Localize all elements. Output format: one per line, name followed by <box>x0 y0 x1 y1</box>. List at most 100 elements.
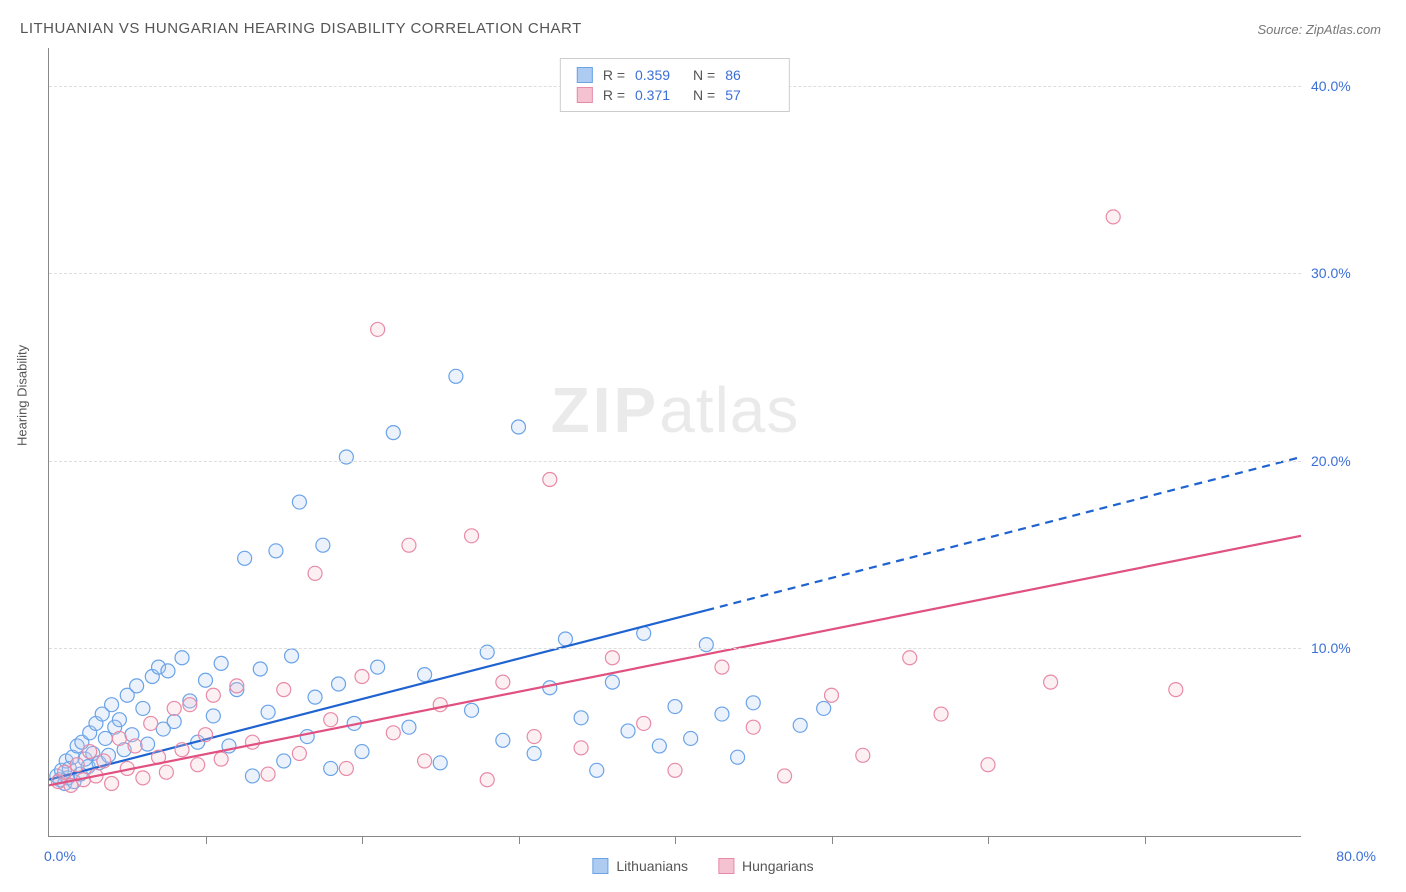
legend-n-value: 57 <box>725 87 773 103</box>
correlation-legend: R =0.359N =86R =0.371N =57 <box>560 58 790 112</box>
scatter-point <box>433 698 447 712</box>
scatter-point <box>199 728 213 742</box>
scatter-point <box>308 690 322 704</box>
scatter-point <box>856 748 870 762</box>
scatter-point <box>141 737 155 751</box>
legend-item: Lithuanians <box>592 858 688 874</box>
scatter-point <box>316 538 330 552</box>
scatter-point <box>285 649 299 663</box>
scatter-point <box>512 420 526 434</box>
scatter-point <box>903 651 917 665</box>
grid-line <box>49 648 1301 649</box>
legend-r-label: R = <box>603 87 625 103</box>
scatter-point <box>480 645 494 659</box>
scatter-point <box>496 675 510 689</box>
scatter-point <box>465 703 479 717</box>
y-tick-label: 30.0% <box>1311 265 1371 281</box>
scatter-point <box>496 733 510 747</box>
scatter-point <box>527 746 541 760</box>
scatter-point <box>402 720 416 734</box>
scatter-point <box>292 746 306 760</box>
scatter-point <box>465 529 479 543</box>
scatter-point <box>386 726 400 740</box>
scatter-point <box>715 707 729 721</box>
trend-line <box>49 536 1301 786</box>
scatter-point <box>418 668 432 682</box>
x-axis-min-label: 0.0% <box>44 848 76 864</box>
scatter-point <box>245 769 259 783</box>
scatter-point <box>934 707 948 721</box>
x-tick <box>362 836 363 844</box>
scatter-point <box>144 716 158 730</box>
scatter-point <box>355 745 369 759</box>
scatter-point <box>668 700 682 714</box>
scatter-point <box>355 670 369 684</box>
scatter-point <box>817 701 831 715</box>
scatter-point <box>386 426 400 440</box>
scatter-point <box>58 765 72 779</box>
legend-n-value: 86 <box>725 67 773 83</box>
scatter-point <box>605 651 619 665</box>
x-tick <box>675 836 676 844</box>
scatter-point <box>332 677 346 691</box>
scatter-point <box>175 651 189 665</box>
series-legend: Lithuanians Hungarians <box>592 858 813 874</box>
scatter-point <box>161 664 175 678</box>
legend-swatch <box>592 858 608 874</box>
scatter-point <box>543 473 557 487</box>
y-axis-label: Hearing Disability <box>15 345 30 446</box>
scatter-point <box>245 735 259 749</box>
scatter-point <box>214 656 228 670</box>
legend-swatch <box>577 87 593 103</box>
plot-svg <box>49 48 1301 836</box>
scatter-point <box>793 718 807 732</box>
scatter-point <box>253 662 267 676</box>
scatter-point <box>558 632 572 646</box>
scatter-point <box>112 713 126 727</box>
legend-item: Hungarians <box>718 858 814 874</box>
scatter-point <box>433 756 447 770</box>
scatter-point <box>731 750 745 764</box>
legend-label: Hungarians <box>742 858 814 874</box>
scatter-point <box>684 731 698 745</box>
legend-swatch <box>577 67 593 83</box>
x-tick <box>206 836 207 844</box>
scatter-point <box>105 776 119 790</box>
scatter-point <box>371 322 385 336</box>
legend-n-label: N = <box>693 87 715 103</box>
x-tick <box>832 836 833 844</box>
scatter-point <box>981 758 995 772</box>
legend-swatch <box>718 858 734 874</box>
scatter-point <box>637 716 651 730</box>
trend-line <box>49 610 706 779</box>
scatter-point <box>324 713 338 727</box>
scatter-point <box>206 688 220 702</box>
scatter-point <box>605 675 619 689</box>
scatter-point <box>339 761 353 775</box>
scatter-point <box>112 731 126 745</box>
grid-line <box>49 461 1301 462</box>
scatter-point <box>167 715 181 729</box>
scatter-point <box>214 752 228 766</box>
scatter-point <box>324 761 338 775</box>
x-tick <box>1145 836 1146 844</box>
scatter-point <box>70 758 84 772</box>
trend-line-extrapolated <box>706 457 1301 610</box>
scatter-point <box>715 660 729 674</box>
scatter-point <box>136 701 150 715</box>
legend-row: R =0.371N =57 <box>577 85 773 105</box>
scatter-point <box>175 743 189 757</box>
scatter-point <box>339 450 353 464</box>
scatter-point <box>746 696 760 710</box>
legend-row: R =0.359N =86 <box>577 65 773 85</box>
scatter-point <box>136 771 150 785</box>
y-tick-label: 40.0% <box>1311 78 1371 94</box>
scatter-point <box>574 711 588 725</box>
scatter-point <box>97 754 111 768</box>
scatter-point <box>480 773 494 787</box>
scatter-point <box>418 754 432 768</box>
scatter-point <box>1044 675 1058 689</box>
scatter-point <box>83 745 97 759</box>
scatter-point <box>621 724 635 738</box>
scatter-point <box>261 705 275 719</box>
